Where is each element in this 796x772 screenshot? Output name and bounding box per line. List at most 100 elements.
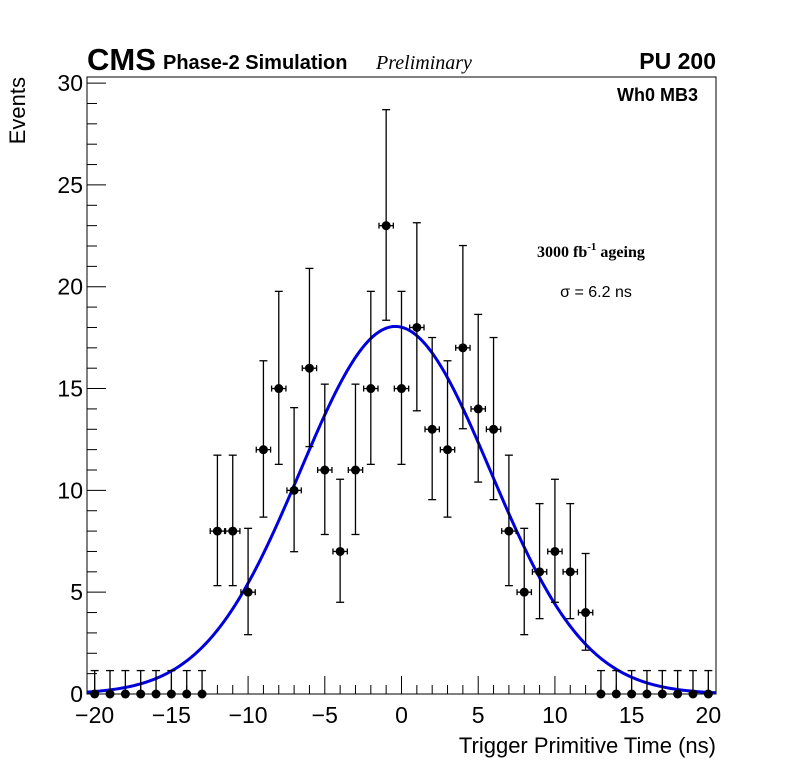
data-point <box>424 336 441 501</box>
data-point <box>105 669 115 699</box>
x-axis: −20 −15 −10 −5 0 5 10 15 20 <box>75 676 721 728</box>
ageing-suffix: ageing <box>596 244 644 261</box>
data-marker <box>166 689 176 699</box>
y-tick-label: 0 <box>70 681 83 707</box>
y-tick-label: 5 <box>70 579 83 605</box>
data-point <box>393 290 410 466</box>
x-tick-label: −20 <box>75 702 114 728</box>
chamber-label: Wh0 MB3 <box>617 85 698 105</box>
y-axis: 0 5 10 15 20 25 30 <box>57 70 106 707</box>
data-point <box>439 360 456 518</box>
data-point <box>197 669 207 699</box>
data-marker <box>274 384 284 394</box>
data-marker <box>581 608 591 618</box>
data-marker <box>458 343 468 353</box>
data-point <box>240 527 256 636</box>
ageing-label: 3000 fb-1 ageing <box>537 241 645 261</box>
data-marker <box>320 465 330 475</box>
x-tick-label: 20 <box>696 702 722 728</box>
data-point <box>455 244 471 430</box>
data-marker <box>611 689 621 699</box>
data-point <box>362 290 379 466</box>
data-point <box>611 669 621 699</box>
data-points <box>90 109 713 699</box>
data-marker <box>688 689 698 699</box>
data-point <box>255 360 272 518</box>
data-marker <box>504 526 514 536</box>
data-point <box>577 552 594 651</box>
data-marker <box>473 404 483 414</box>
ageing-exponent: -1 <box>587 241 596 253</box>
data-marker <box>519 587 529 597</box>
x-tick-label: 5 <box>472 702 485 728</box>
data-point <box>627 669 637 699</box>
data-point <box>703 669 713 699</box>
x-axis-title: Trigger Primitive Time (ns) <box>459 733 716 758</box>
data-point <box>485 336 502 501</box>
pileup-label: PU 200 <box>639 48 716 74</box>
data-point <box>151 669 161 699</box>
y-axis-title: Events <box>5 77 30 144</box>
data-marker <box>366 384 376 394</box>
x-tick-label: −15 <box>152 702 191 728</box>
x-tick-label: −10 <box>229 702 268 728</box>
data-point <box>209 454 226 587</box>
data-marker <box>443 445 453 455</box>
data-point <box>316 383 333 536</box>
data-point <box>182 669 192 699</box>
y-tick-label: 30 <box>57 70 83 96</box>
data-point <box>657 669 667 699</box>
data-marker <box>642 689 652 699</box>
x-tick-label: −5 <box>312 702 338 728</box>
data-marker <box>90 689 100 699</box>
data-marker <box>105 689 115 699</box>
data-marker <box>596 689 606 699</box>
x-tick-label: 0 <box>395 702 408 728</box>
data-marker <box>657 689 667 699</box>
data-point <box>378 109 394 321</box>
data-marker <box>289 485 299 495</box>
data-point <box>90 669 100 699</box>
data-marker <box>212 526 222 536</box>
data-marker <box>565 567 575 577</box>
y-tick-label: 15 <box>57 376 83 402</box>
data-marker <box>381 221 391 231</box>
data-marker <box>489 424 499 434</box>
data-marker <box>673 689 683 699</box>
x-tick-label: 10 <box>542 702 568 728</box>
data-marker <box>182 689 192 699</box>
data-point <box>562 502 579 620</box>
data-marker <box>550 546 560 556</box>
data-point <box>286 406 302 553</box>
data-point <box>688 669 698 699</box>
data-point <box>501 454 517 587</box>
data-point <box>409 222 425 412</box>
data-point <box>516 527 533 636</box>
preliminary-label: Preliminary <box>375 52 472 74</box>
data-point <box>136 669 146 699</box>
data-point <box>547 478 563 603</box>
phase2-label: Phase-2 Simulation <box>163 52 348 74</box>
data-point <box>470 313 487 483</box>
ageing-prefix: 3000 fb <box>537 244 587 261</box>
data-marker <box>350 465 360 475</box>
data-marker <box>197 689 207 699</box>
data-marker <box>228 526 238 536</box>
x-tick-label: 15 <box>619 702 645 728</box>
data-marker <box>243 587 253 597</box>
cms-label: CMS <box>87 42 156 77</box>
data-point <box>673 669 683 699</box>
data-marker <box>627 689 637 699</box>
data-point <box>347 383 364 536</box>
y-tick-label: 20 <box>57 274 83 300</box>
data-marker <box>397 384 406 394</box>
data-marker <box>151 689 161 699</box>
data-point <box>531 502 548 620</box>
data-point <box>301 267 318 448</box>
data-marker <box>120 689 130 699</box>
data-marker <box>335 546 345 556</box>
y-tick-label: 10 <box>57 477 83 503</box>
data-point <box>270 290 287 466</box>
data-marker <box>136 689 146 699</box>
data-point <box>596 669 606 699</box>
